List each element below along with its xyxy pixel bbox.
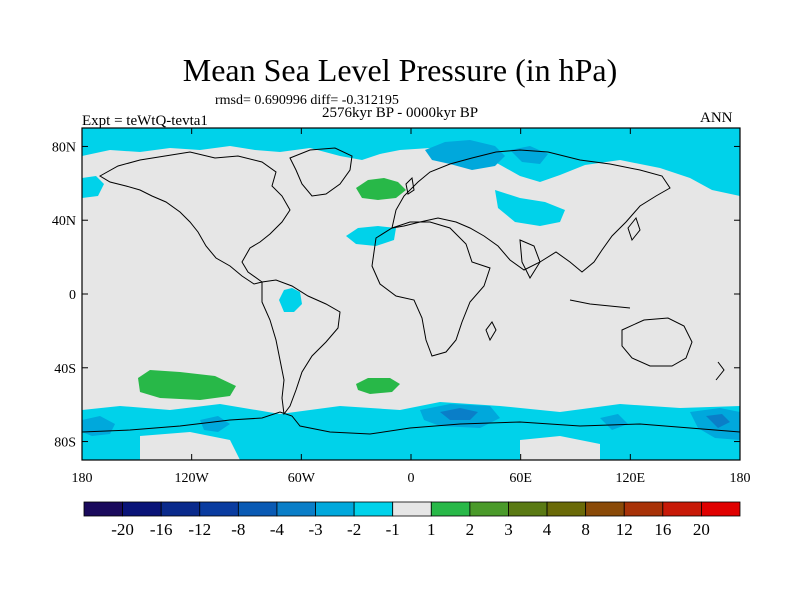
colorbar-swatch: [199, 501, 239, 517]
colorbar-label: 8: [581, 520, 590, 539]
x-tick-label: 60E: [509, 471, 532, 486]
colorbar-label: -16: [150, 520, 173, 539]
anomaly-fields: [82, 128, 740, 460]
coast-australia: [621, 317, 693, 367]
colorbar-label: 16: [654, 520, 671, 539]
x-tick-label: 180: [72, 471, 93, 486]
south-pacific-positive: [138, 370, 236, 400]
southern-ocean-neutral-2: [520, 436, 600, 460]
colorbar-label: -3: [308, 520, 322, 539]
colorbar-swatch: [353, 501, 394, 517]
coast-africa: [371, 221, 491, 357]
colorbar-label: 4: [543, 520, 552, 539]
coast-north-america: [99, 151, 291, 285]
mid-atlantic-negative: [346, 226, 396, 246]
y-tick-label: 80N: [52, 140, 76, 155]
ne-asia-negative: [495, 190, 565, 226]
experiment-label: Expt = teWtQ-tevta1: [82, 113, 208, 129]
y-tick-label: 80S: [54, 436, 76, 451]
colorbar-swatch: [315, 501, 355, 517]
coast-antarctica: [82, 411, 740, 435]
colorbar-swatch: [546, 501, 587, 517]
colorbar-label: 1: [427, 520, 436, 539]
arctic-negative-region: [82, 128, 740, 196]
siberia-deep-negative: [425, 140, 505, 170]
colorbar-label: 2: [466, 520, 475, 539]
axis-ticks: 180 120W 60W 0 60E 120E 180 80N 40N 0 40S 80S: [52, 128, 751, 486]
map-background: [82, 128, 740, 460]
coast-indonesia: [569, 299, 631, 309]
x-tick-label: 0: [408, 471, 415, 486]
colorbar-swatch: [276, 501, 316, 517]
coast-uk: [405, 176, 415, 195]
colorbar-label: 20: [693, 520, 710, 539]
north-atlantic-positive: [356, 178, 406, 200]
x-tick-label: 60W: [288, 471, 316, 486]
southern-ocean-deep-3: [440, 408, 478, 420]
colorbar-label: -20: [111, 520, 134, 539]
colorbar-label: -8: [231, 520, 245, 539]
colorbar-swatch: [160, 501, 201, 517]
y-tick-label: 0: [69, 288, 76, 303]
colorbar-swatch: [508, 501, 548, 517]
x-tick-label: 180: [730, 471, 751, 486]
coast-greenland: [289, 147, 353, 197]
colorbar-label: -2: [347, 520, 361, 539]
y-tick-label: 40N: [52, 214, 76, 229]
coast-south-america: [261, 279, 341, 416]
colorbar-swatch: [83, 501, 123, 517]
stats-line: rmsd= 0.690996 diff= -0.312195: [215, 93, 399, 108]
x-tick-label: 120E: [616, 471, 646, 486]
period-label: 2576kyr BP - 0000kyr BP: [322, 105, 479, 121]
southern-ocean-neutral-1: [140, 432, 240, 460]
coast-new-zealand: [715, 361, 725, 381]
coast-india: [519, 239, 541, 280]
southern-ocean-deep-7: [600, 414, 628, 430]
y-tick-label: 40S: [54, 362, 76, 377]
coastlines: [82, 147, 740, 435]
coast-madagascar: [485, 321, 497, 342]
southern-ocean-deep-5: [706, 414, 730, 428]
coast-eurasia: [391, 149, 671, 273]
colorbar-swatch: [430, 501, 471, 517]
colorbar-swatch: [623, 501, 664, 517]
colorbar: -20 -16 -12 -8 -4 -3 -2 -1 1 2 3 4 8 12 16 20: [83, 501, 741, 539]
chart-title: Mean Sea Level Pressure (in hPa): [182, 52, 618, 88]
amazon-negative: [279, 288, 302, 312]
colorbar-swatch: [392, 501, 432, 517]
colorbar-label: 3: [504, 520, 513, 539]
colorbar-swatch: [122, 501, 162, 517]
colorbar-swatch: [701, 501, 741, 517]
colorbar-label: -4: [270, 520, 285, 539]
north-pacific-negative-edge: [82, 176, 104, 198]
colorbar-label: -1: [386, 520, 400, 539]
south-atlantic-positive: [356, 378, 400, 394]
colorbar-swatch: [237, 501, 278, 517]
colorbar-label: -12: [188, 520, 211, 539]
colorbar-swatch: [662, 501, 702, 517]
coast-japan: [627, 216, 641, 242]
southern-ocean-deep-6: [200, 416, 230, 432]
season-label: ANN: [700, 110, 733, 126]
colorbar-swatch: [469, 501, 509, 517]
x-tick-label: 120W: [175, 471, 210, 486]
colorbar-swatch: [585, 501, 625, 517]
colorbar-label: 12: [616, 520, 633, 539]
